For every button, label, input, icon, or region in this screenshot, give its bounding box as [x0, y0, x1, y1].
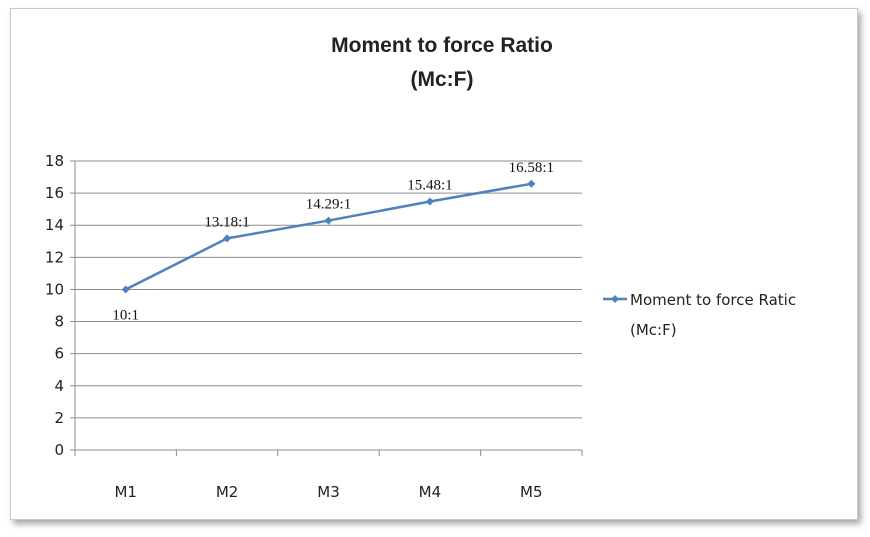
data-point-M5 — [527, 179, 536, 188]
y-tick-label: 2 — [54, 409, 64, 427]
y-tick-label: 16 — [45, 184, 64, 202]
y-tick-label: 18 — [45, 152, 64, 170]
gridlines — [75, 160, 582, 419]
axes — [70, 160, 583, 456]
y-tick-label: 10 — [45, 280, 64, 298]
series-line — [121, 179, 536, 294]
y-tick-label: 6 — [54, 345, 64, 363]
data-label-M4: 15.48:1 — [407, 177, 452, 193]
data-label-M1: 10:1 — [112, 307, 139, 323]
data-point-M4 — [425, 197, 434, 206]
legend-entry-line-2: (Mc:F) — [630, 321, 677, 339]
x-tick-label: M1 — [114, 483, 137, 501]
data-point-M3 — [324, 216, 333, 225]
data-point-M2 — [223, 234, 232, 243]
chart-title-line-2: (Mc:F) — [411, 68, 474, 91]
x-tick-label: M2 — [216, 483, 239, 501]
x-tick-label: M3 — [317, 483, 340, 501]
y-tick-label: 14 — [45, 216, 64, 234]
y-tick-labels: 0 2 4 6 8 10 12 14 16 18 — [45, 152, 64, 459]
y-tick-label: 8 — [54, 313, 64, 331]
x-tick-label: M5 — [520, 483, 543, 501]
data-label-M5: 16.58:1 — [509, 160, 554, 176]
chart-title: Moment to force Ratio (Mc:F) — [331, 34, 553, 91]
data-label-M2: 13.18:1 — [204, 214, 249, 230]
chart-title-line-1: Moment to force Ratio — [331, 34, 553, 57]
legend-diamond-marker — [611, 295, 619, 303]
data-label-M3: 14.29:1 — [306, 197, 351, 213]
x-tick-label: M4 — [419, 483, 442, 501]
x-tick-labels: M1 M2 M3 M4 M5 — [114, 483, 542, 501]
data-point-M1 — [121, 285, 130, 294]
legend: Moment to force Ratic (Mc:F) — [603, 291, 796, 339]
y-tick-label: 12 — [45, 248, 64, 266]
legend-entry-line-1: Moment to force Ratic — [630, 291, 796, 309]
chart-frame — [10, 8, 858, 520]
data-labels: 10:1 13.18:1 14.29:1 15.48:1 16.58:1 — [112, 160, 554, 324]
y-tick-label: 0 — [54, 441, 64, 459]
y-tick-label: 4 — [54, 377, 64, 395]
